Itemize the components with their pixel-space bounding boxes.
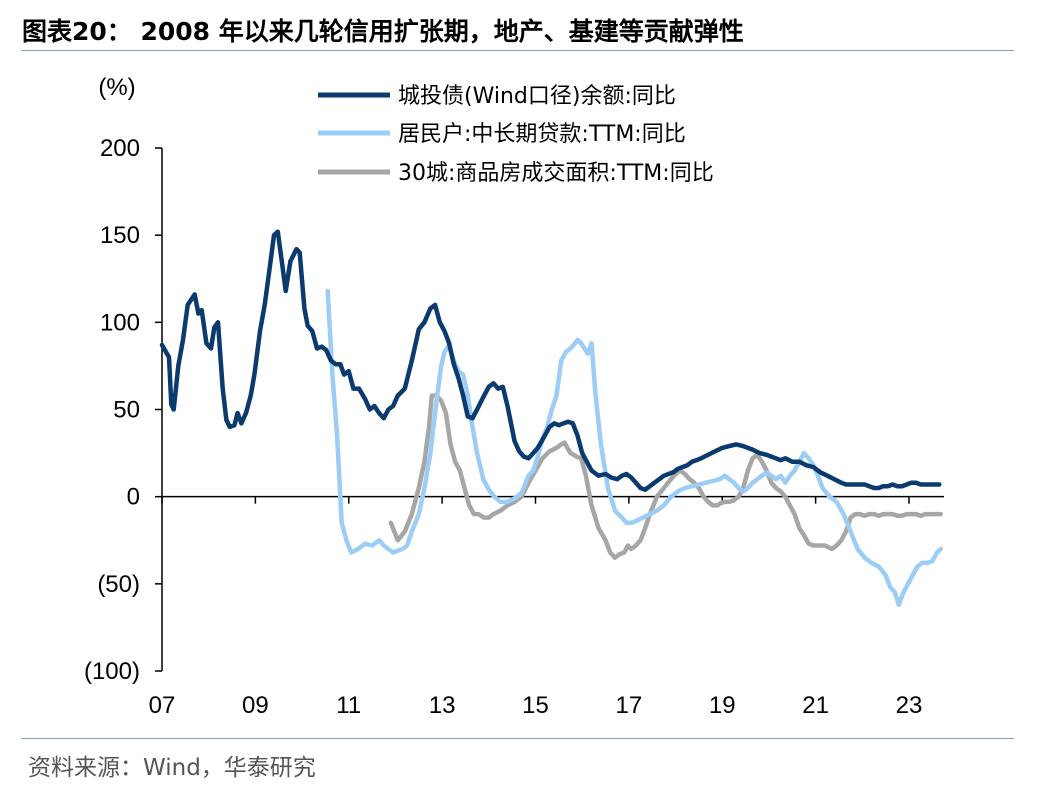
legend-label-3: 30城:商品房成交面积:TTM:同比 xyxy=(398,161,714,186)
series-line-1 xyxy=(159,229,942,492)
legend-label-1: 城投债(Wind口径)余额:同比 xyxy=(398,84,676,109)
x-tick-label: 09 xyxy=(242,692,269,719)
x-tick-label: 11 xyxy=(336,692,361,719)
chart-axes: 200 150 100 50 0 (50) (100) 07 09 11 13 15 17 19 21 23 xyxy=(84,135,944,719)
series-line-2 xyxy=(325,288,943,608)
y-axis-unit-label: (%) xyxy=(98,74,135,101)
x-tick-label: 19 xyxy=(709,692,736,719)
x-tick-label: 13 xyxy=(429,692,456,719)
chart-series xyxy=(159,229,943,608)
y-tick-label: 0 xyxy=(127,484,140,511)
figure-title: 图表20： 2008 年以来几轮信用扩张期，地产、基建等贡献弹性 xyxy=(22,17,744,46)
y-tick-label: 200 xyxy=(100,135,140,162)
x-tick-label: 17 xyxy=(616,692,643,719)
y-tick-label: (50) xyxy=(97,571,140,598)
y-tick-label: 50 xyxy=(113,397,140,424)
y-tick-label: 100 xyxy=(100,309,140,336)
x-tick-label: 07 xyxy=(149,692,176,719)
source-note: 资料来源：Wind，华泰研究 xyxy=(28,755,316,781)
title-rule xyxy=(22,50,1014,51)
x-tick-label: 21 xyxy=(802,692,829,719)
legend-label-2: 居民户:中长期贷款:TTM:同比 xyxy=(398,122,686,147)
series-line-3 xyxy=(388,393,943,560)
x-tick-label: 23 xyxy=(896,692,923,719)
y-tick-label: 150 xyxy=(100,222,140,249)
x-tick-label: 15 xyxy=(522,692,549,719)
y-tick-label: (100) xyxy=(84,658,140,685)
footer-rule xyxy=(22,738,1014,739)
